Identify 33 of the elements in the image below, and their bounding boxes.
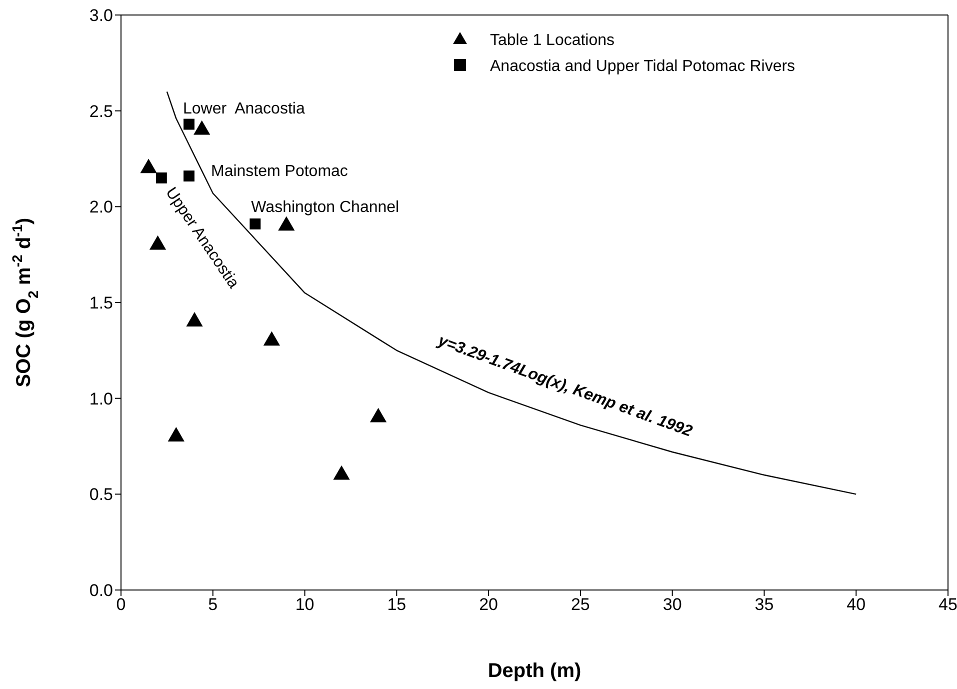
annotation: Washington Channel xyxy=(251,198,400,216)
point xyxy=(370,408,387,422)
y-tick-label: 2.0 xyxy=(89,198,113,217)
point xyxy=(140,158,157,174)
line-series xyxy=(166,91,857,495)
point xyxy=(263,331,280,346)
x-tick-label: 15 xyxy=(387,595,406,614)
y-tick-label: 2.5 xyxy=(89,102,113,121)
x-tick-label: 0 xyxy=(116,595,126,614)
point xyxy=(186,312,203,326)
x-tick-label: 25 xyxy=(570,595,590,614)
x-tick-label: 35 xyxy=(754,595,774,614)
point xyxy=(333,465,350,480)
x-axis-title: Depth (m) xyxy=(488,660,582,682)
x-tick-label: 40 xyxy=(846,595,866,614)
x-tick-label: 10 xyxy=(295,595,314,614)
x-tick-label: 5 xyxy=(208,595,218,614)
x-tick-label: 20 xyxy=(479,595,498,614)
annotation: Mainstem Potomac xyxy=(211,163,348,180)
x-tick-label: 30 xyxy=(662,595,682,614)
annotation: Lower Anacostia xyxy=(183,100,305,118)
x-tick-label: 45 xyxy=(938,595,957,614)
y-tick-label: 1.0 xyxy=(89,389,113,408)
legend-label: Table 1 Locations xyxy=(490,32,615,49)
y-tick-label: 1.5 xyxy=(89,294,113,313)
y-tick-label: 0.5 xyxy=(89,485,113,504)
point xyxy=(149,235,166,250)
point xyxy=(194,120,210,135)
y-tick-label: 3.0 xyxy=(89,6,113,26)
legend-label: Anacostia and Upper Tidal Potomac Rivers xyxy=(490,58,796,75)
point xyxy=(168,427,184,442)
point xyxy=(278,216,295,231)
y-tick-label: 0.0 xyxy=(89,581,113,600)
